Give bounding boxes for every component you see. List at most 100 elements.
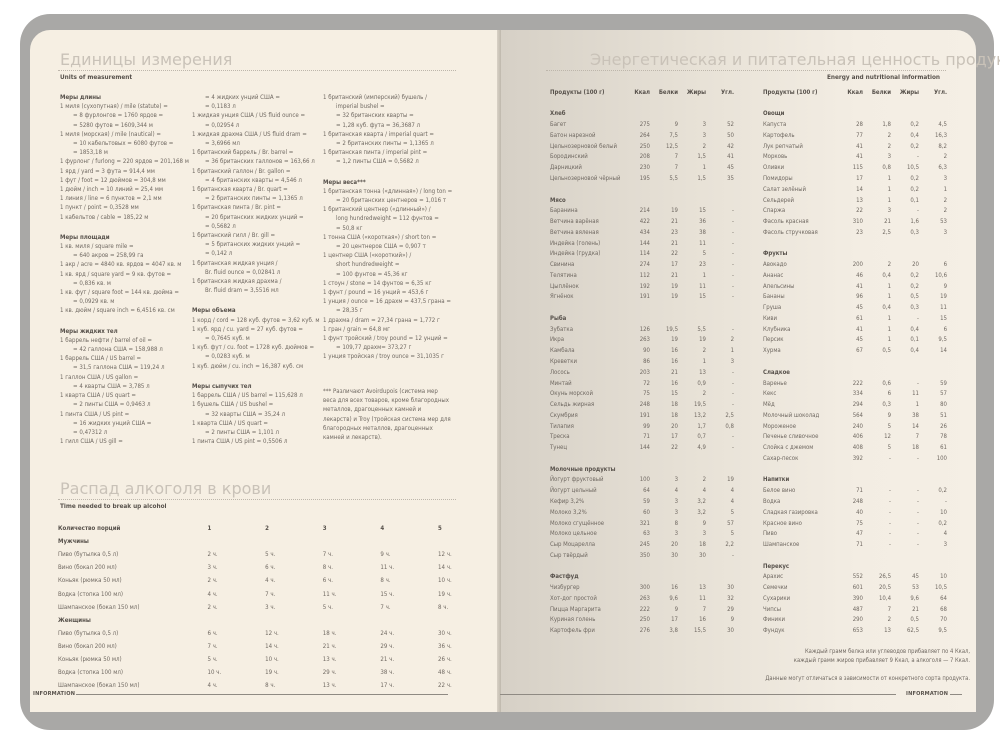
nutrition-header-cell: Ккал <box>634 88 650 96</box>
food-row: Груша 45 0,4 0,3 11 <box>763 302 947 313</box>
unit-line-continued: = 2 пинты США = 1,101 л <box>205 428 280 436</box>
nutrition-value: 62,5 <box>906 627 919 635</box>
nutrition-value: 13 <box>884 627 891 635</box>
alcohol-row: Коньяк (рюмка 50 мл) 2 ч. 4 ч. 6 ч. 8 ч. 10 ч… <box>58 574 458 587</box>
alcohol-hours-cell: 4 ч. <box>207 682 218 690</box>
nutrition-value: 1 <box>887 314 891 322</box>
nutrition-value: 28 <box>856 121 863 129</box>
food-row: Цельнозерновой белый 250 12,5 2 42 <box>550 141 734 152</box>
group-spacer <box>550 184 734 195</box>
food-name: Спаржа <box>763 207 786 215</box>
alcohol-hours-cell: 2 ч. <box>207 603 218 611</box>
food-name: Шампанское <box>763 541 800 549</box>
food-name: Апельсины <box>763 282 795 290</box>
food-row: Икра 263 19 19 2 <box>550 335 734 346</box>
nutrition-value: - <box>732 379 734 387</box>
alcohol-hours-cell: 38 ч. <box>380 669 395 677</box>
units-section: Меры жидких тел 1 баррель нефти / barrel … <box>60 327 192 447</box>
food-name: Тилапия <box>550 422 574 430</box>
nutrition-value: 9,6 <box>910 594 919 602</box>
food-name: Цельнозерновой чёрный <box>550 175 621 182</box>
nutrition-value: 4 <box>730 497 734 505</box>
food-group-title: Овощи <box>763 110 785 118</box>
nutrition-value: 2 <box>943 153 947 161</box>
unit-line: 1 пункт / point = 0,3528 мм <box>60 204 139 212</box>
nutrition-value: 38 <box>699 228 706 236</box>
nutrition-value: 13 <box>699 368 706 376</box>
alcohol-group-row: Мужчины <box>58 535 458 548</box>
unit-line: 1 британская жидкая драхма / <box>192 278 282 286</box>
nutrition-value: 1,8 <box>882 121 891 129</box>
food-name: Капуста <box>763 121 787 129</box>
food-row: Шампанское 71 - - 3 <box>763 539 947 550</box>
food-row: Минтай 72 16 0,9 - <box>550 378 734 389</box>
nutrition-value: 99 <box>643 422 650 430</box>
food-name: Пиво <box>763 530 778 538</box>
nutrition-value: - <box>732 218 734 226</box>
unit-line-continued: imperial bushel = <box>336 103 385 111</box>
nutrition-value: 263 <box>639 336 650 344</box>
nutrition-value: 0,4 <box>882 304 891 312</box>
units-section: Меры веса*** 1 британская тонна («длинная… <box>323 178 455 362</box>
food-name: Слойка с джемом <box>763 444 814 452</box>
nutrition-value: 19 <box>671 293 678 301</box>
nutrition-value: 20 <box>671 422 678 430</box>
food-group-title: Рыба <box>550 314 567 322</box>
food-name: Бананы <box>763 293 785 301</box>
alcohol-hours-cell: 15 ч. <box>380 590 395 598</box>
nutrition-value: - <box>732 207 734 215</box>
food-group-title: Фастфуд <box>550 573 579 581</box>
unit-line: 1 линия / line = 6 пунктов = 2,1 мм <box>60 195 162 203</box>
unit-line-continued: = 20 британских жидких унций = <box>205 213 304 221</box>
nutrition-value: - <box>917 379 919 387</box>
food-name: Хурма <box>763 347 781 355</box>
nutrition-value: 45 <box>912 573 919 581</box>
nutrition-value: 1 <box>887 325 891 333</box>
units-section: Меры сыпучих тел 1 баррель США / US barre… <box>192 382 324 446</box>
alcohol-hours-cell: 13 ч. <box>322 655 337 663</box>
food-name: Телятина <box>550 271 577 279</box>
alcohol-hours-cell: 3 ч. <box>265 603 276 611</box>
nutrition-value: 7 <box>887 605 891 613</box>
nutrition-value: 8 <box>674 519 678 527</box>
nutrition-value: - <box>945 497 947 505</box>
nutrition-value: 1 <box>915 401 919 409</box>
nutrition-value: 13,2 <box>693 411 706 419</box>
nutrition-value: - <box>917 153 919 161</box>
left-footer-line <box>76 694 448 695</box>
section-heading: Меры длины <box>60 94 101 101</box>
food-name: Ягнёнок <box>550 293 574 301</box>
food-row: Сладкая газировка 40 - - 10 <box>763 507 947 518</box>
unit-line: 1 жидкая унция США / US fluid ounce = <box>192 112 306 120</box>
food-row: Тилапия 99 20 1,7 0,8 <box>550 421 734 432</box>
nutrition-value: 2 <box>887 616 891 624</box>
nutrition-value: 222 <box>852 379 863 387</box>
nutrition-value: 7 <box>702 605 706 613</box>
alcohol-drink-cell: Шампанское (бокал 150 мл) <box>58 603 140 611</box>
nutrition-value: 0,7 <box>697 433 706 441</box>
nutrition-value: - <box>889 508 891 516</box>
nutrition-value: 1,7 <box>697 422 706 430</box>
nutrition-value: 7,5 <box>669 131 678 139</box>
food-name: Авокадо <box>763 261 787 269</box>
alcohol-row: Вино (бокал 200 мл) 7 ч. 14 ч. 21 ч. 29 ч. 36… <box>58 640 458 653</box>
nutrition-value: 3 <box>887 207 891 215</box>
food-name: Молочный шоколад <box>763 411 820 419</box>
nutrition-value: 5 <box>730 508 734 516</box>
unit-line: 1 галлон США / US gallon = <box>60 373 139 381</box>
unit-line: 1 фут / foot = 12 дюймов = 304,8 мм <box>60 176 166 184</box>
nutrition-value: - <box>917 207 919 215</box>
nutrition-value: 40 <box>856 508 863 516</box>
alcohol-row: Пиво (бутылка 0,5 л) 6 ч. 12 ч. 18 ч. 24 ч. 3… <box>58 627 458 640</box>
nutrition-value: 200 <box>852 261 863 269</box>
alcohol-drink-cell: Водка (стопка 100 мл) <box>58 590 123 598</box>
nutrition-value: 46 <box>856 271 863 279</box>
unit-line-continued: = 8 фурлонгов = 1760 ярдов = <box>73 112 164 120</box>
nutrition-value: 6 <box>887 390 891 398</box>
food-row: Мороженое 240 5 14 26 <box>763 421 947 432</box>
unit-line-continued: = 2 британских пинты = 1,1365 л <box>336 140 434 148</box>
food-row: Цельнозерновой чёрный 195 5,5 1,5 35 <box>550 173 734 184</box>
unit-line: 1 британский гилл / Br. gill = <box>192 232 276 240</box>
nutrition-value: 52 <box>727 121 734 129</box>
